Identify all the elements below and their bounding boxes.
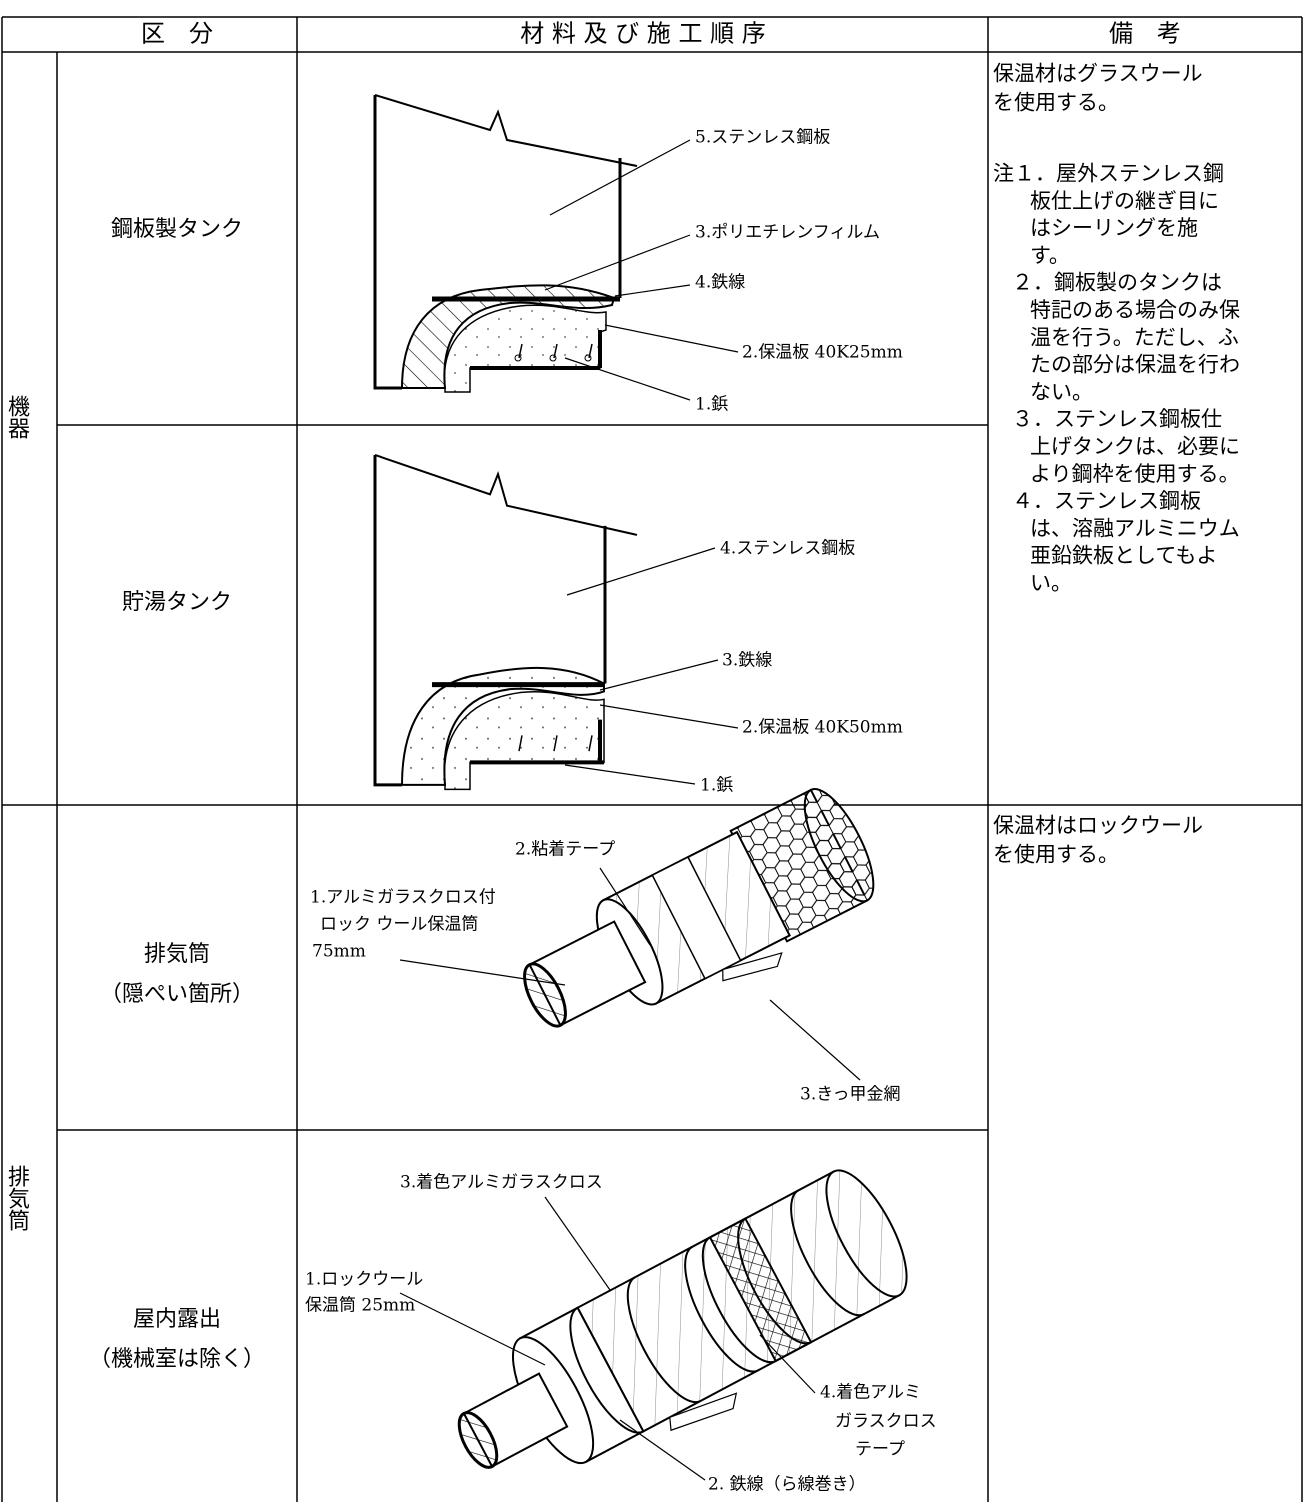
remark-line: たの部分は保温を行わ: [1030, 353, 1240, 377]
remark-line: 注１．屋外ステンレス鋼: [993, 162, 1224, 186]
pipe-diagram: [523, 788, 875, 1028]
callout-label: ガラスクロス: [835, 1412, 937, 1432]
pipe-diagram-part: [457, 1411, 499, 1469]
table-grid-part: [2, 16, 1302, 1131]
tank-diagram-part: [444, 692, 604, 790]
tank-diagram-part: [549, 354, 557, 362]
callout-label: 2.保温板 40K50mm: [742, 718, 903, 738]
callout-label: 2.粘着テープ: [515, 840, 615, 860]
row-name: 排気筒: [144, 942, 210, 967]
remark-line: ない。: [1030, 380, 1093, 404]
group-label: 排気筒: [4, 1165, 30, 1231]
callout-label: 4.ステンレス鋼板: [720, 539, 855, 559]
pipe-diagram-part: [523, 962, 567, 1028]
tank-diagram-part: [584, 354, 592, 362]
header-remarks: 備 考: [1109, 20, 1181, 48]
group-label: 機器: [4, 395, 30, 439]
tank-diagram-part: [470, 720, 604, 763]
remark-line: 特記のある場合のみ保: [1030, 298, 1240, 322]
callout-label: 3.着色アルミガラスクロス: [400, 1173, 603, 1193]
row-name: 鋼板製タンク: [111, 217, 243, 242]
tank-diagram-part: [443, 304, 607, 393]
callout-label: 3.鉄線: [722, 651, 772, 671]
remark-line: を使用する。: [993, 843, 1119, 867]
callout-label: 保温筒 25mm: [305, 1296, 415, 1316]
pipe-diagram-part: [569, 1306, 644, 1434]
row-name: （隠ぺい箇所）: [100, 982, 254, 1007]
callout-leaders: [399, 1196, 816, 1481]
pipe-diagram: [457, 1169, 908, 1469]
callout-leaders: [399, 867, 861, 1081]
callout-label: テープ: [855, 1440, 905, 1460]
callout-label: 3.ポリエチレンフィルム: [695, 223, 880, 243]
tank-diagram-part: [374, 94, 638, 167]
callout-label: 1.ロックウール: [305, 1270, 423, 1290]
remark-line: 温を行う。ただし、ふ: [1030, 325, 1239, 349]
callout-leaders-part: [399, 1196, 816, 1481]
table-grid-part: [1, 17, 1303, 1502]
tank-diagram-part: [519, 735, 592, 751]
tank-diagram-part: [514, 354, 522, 362]
callout-label: 5.ステンレス鋼板: [695, 128, 830, 148]
remark-line: い。: [1030, 571, 1072, 595]
row-name: 屋内露出: [133, 1307, 221, 1332]
remark-line: 保温材はロックウール: [993, 814, 1203, 838]
tank-diagram-part: [470, 330, 602, 370]
header-division: 区 分: [141, 20, 213, 48]
pipe-diagram-part: [708, 1217, 813, 1363]
callout-label: 1.鋲: [700, 776, 733, 796]
callout-label: 2.保温板 40K25mm: [742, 343, 903, 363]
pipe-diagram-part: [626, 1189, 865, 1404]
pipe-diagram-part: [651, 856, 742, 980]
remark-line: 上げタンクは、必要に: [1030, 435, 1240, 459]
callout-label: 2. 鉄線（ら線巻き）: [708, 1475, 866, 1495]
callout-label: ロック ウール保温筒: [320, 915, 478, 935]
remark-line: 板仕上げの継ぎ目に: [1030, 189, 1219, 213]
pipe-diagram-part: [825, 1169, 908, 1298]
pipe-diagram-part: [722, 952, 783, 982]
header-materials: 材 料 及 び 施 工 順 序: [520, 20, 765, 48]
tank-diagram-part: [375, 455, 402, 785]
callout-leaders-part: [399, 867, 861, 1081]
row-name: 貯湯タンク: [122, 590, 232, 615]
row-name: （機械室は除く）: [89, 1347, 265, 1372]
remark-line: 保温材はグラスウール: [993, 62, 1203, 86]
callout-label: 4.着色アルミ: [820, 1383, 921, 1403]
tank-diagram-part: [544, 139, 739, 401]
pipe-diagram-part: [803, 788, 875, 903]
remark-line: ４．ステンレス鋼板: [1012, 489, 1201, 513]
callout-label: 4.鉄線: [695, 273, 745, 293]
tank-diagram-part: [373, 95, 402, 390]
remark-line: は、溶融アルミニウム: [1030, 516, 1240, 540]
callout-label: 1.鋲: [695, 395, 728, 415]
remark-line: 亜鉛鉄板としてもよ: [1030, 544, 1217, 568]
remark-line: を使用する。: [993, 91, 1119, 115]
tank-diagram: [373, 94, 739, 401]
remark-line: ３．ステンレス鋼板仕: [1012, 407, 1222, 431]
callout-label: 3.きっ甲金網: [800, 1085, 901, 1105]
callout-leaders-part: [564, 547, 739, 785]
pipe-diagram-part: [669, 1392, 738, 1432]
callout-leaders: [564, 547, 739, 785]
remark-line: ２．鋼板製のタンクは: [1012, 271, 1222, 295]
table-grid: [1, 16, 1303, 1502]
remark-line: はシーリングを施: [1030, 216, 1198, 240]
remark-line: す。: [1030, 243, 1070, 267]
callout-label: 1.アルミガラスクロス付: [310, 888, 496, 908]
remark-line: より鋼枠を使用する。: [1030, 462, 1240, 486]
tank-diagram: [375, 455, 637, 789]
callout-label: 75mm: [312, 942, 366, 962]
tank-diagram-part: [375, 455, 637, 535]
